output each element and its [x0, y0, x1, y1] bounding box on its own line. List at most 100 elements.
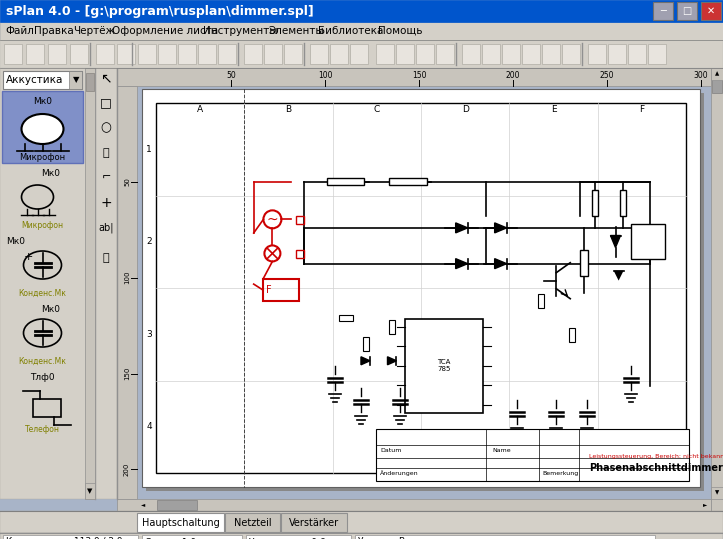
Bar	[178, 44, 196, 64]
Polygon shape	[455, 259, 468, 268]
Bar	[405, 319, 483, 413]
Bar	[0, 511, 723, 533]
Text: ▼: ▼	[87, 488, 93, 494]
Polygon shape	[610, 236, 620, 247]
Text: Datum: Datum	[380, 448, 402, 453]
Bar	[2, 301, 83, 369]
Text: F: F	[266, 285, 272, 295]
Text: Leistungssteuerung, Bereich: nicht bekannt: Leistungssteuerung, Bereich: nicht bekan…	[589, 453, 723, 459]
Bar	[198, 44, 216, 64]
Bar	[48, 44, 66, 64]
Bar	[538, 294, 544, 308]
Bar	[542, 44, 560, 64]
Text: 3: 3	[146, 330, 152, 338]
Bar	[712, 73, 722, 93]
Bar	[142, 89, 700, 487]
Ellipse shape	[22, 114, 64, 144]
Text: ▼: ▼	[715, 490, 719, 495]
Text: Микрофон: Микрофон	[22, 220, 64, 230]
Text: ↖: ↖	[100, 71, 112, 85]
Text: ►: ►	[703, 502, 707, 508]
Bar	[631, 224, 665, 259]
Bar	[608, 44, 626, 64]
Bar	[581, 250, 589, 275]
Text: Микрофон: Микрофон	[20, 153, 66, 162]
Polygon shape	[361, 357, 370, 365]
Bar	[338, 315, 353, 321]
Text: ⌐: ⌐	[101, 173, 111, 183]
Bar	[522, 44, 540, 64]
Bar	[96, 44, 114, 64]
Text: 🔍: 🔍	[103, 253, 109, 263]
Text: E: E	[551, 106, 556, 114]
Text: Указка : Выделение элементов, перемещ: Указка : Выделение элементов, перемещ	[358, 537, 557, 539]
Bar	[70, 44, 88, 64]
Text: Сетка : 1,0 мм: Сетка : 1,0 мм	[145, 537, 213, 539]
Text: Помощь: Помощь	[378, 26, 423, 36]
Bar	[376, 44, 394, 64]
Text: 1: 1	[146, 145, 152, 154]
Bar	[137, 513, 224, 532]
Bar	[264, 44, 282, 64]
Text: Конденс.Мк: Конденс.Мк	[19, 288, 67, 298]
Bar	[350, 44, 368, 64]
Text: ○: ○	[100, 121, 111, 135]
Bar	[436, 44, 454, 64]
Bar	[117, 499, 711, 511]
Bar	[86, 73, 94, 91]
Bar	[0, 533, 723, 539]
Bar	[4, 44, 22, 64]
Text: 4: 4	[146, 422, 152, 431]
Text: 250: 250	[600, 72, 615, 80]
Text: Bemerkung: Bemerkung	[542, 471, 578, 476]
Bar	[146, 93, 704, 491]
Bar	[263, 279, 299, 301]
Text: ~: ~	[267, 212, 278, 226]
Text: 150: 150	[412, 72, 427, 80]
Polygon shape	[495, 259, 507, 268]
Text: Phasenabschnittdimmer: Phasenabschnittdimmer	[589, 463, 723, 473]
Text: +: +	[24, 252, 33, 262]
Text: D: D	[462, 106, 469, 114]
Bar	[117, 68, 711, 499]
Text: 200: 200	[506, 72, 521, 80]
Text: 100: 100	[317, 72, 333, 80]
Text: □: □	[683, 6, 692, 16]
Text: ▲: ▲	[715, 72, 719, 77]
Bar	[502, 44, 520, 64]
Bar	[310, 44, 328, 64]
Text: Чертёж: Чертёж	[73, 26, 115, 36]
Text: 200: 200	[124, 462, 130, 476]
Bar	[416, 44, 434, 64]
Text: C: C	[374, 106, 380, 114]
Text: Оформление листа: Оформление листа	[112, 26, 218, 36]
Text: F: F	[639, 106, 644, 114]
Bar	[390, 178, 427, 185]
Bar	[2, 91, 83, 163]
Text: Änderungen: Änderungen	[380, 471, 419, 476]
Text: Координаты : 113,0 / 2,0: Координаты : 113,0 / 2,0	[6, 537, 122, 539]
Text: Мк0: Мк0	[33, 96, 52, 106]
Text: Элементы: Элементы	[269, 26, 324, 36]
Text: Библиотека: Библиотека	[318, 26, 384, 36]
Bar	[281, 513, 347, 532]
Text: 50: 50	[226, 72, 236, 80]
Bar	[157, 500, 197, 510]
Text: Мк0: Мк0	[41, 169, 61, 177]
Bar	[377, 429, 689, 481]
Text: sPlan 4.0 - [g:\program\rusplan\dimmer.spl]: sPlan 4.0 - [g:\program\rusplan\dimmer.s…	[6, 4, 314, 17]
Bar	[0, 40, 723, 68]
Bar	[592, 190, 598, 216]
Polygon shape	[388, 357, 396, 365]
Bar	[327, 178, 364, 185]
Text: ab|: ab|	[98, 223, 114, 233]
Bar	[117, 68, 711, 86]
Text: Аккустика: Аккустика	[6, 75, 64, 85]
Bar	[390, 320, 395, 334]
Text: Правка: Правка	[34, 26, 74, 36]
Bar	[462, 44, 480, 64]
Text: ─: ─	[660, 6, 666, 16]
Bar	[2, 165, 83, 233]
Bar	[244, 44, 262, 64]
Bar	[158, 44, 176, 64]
